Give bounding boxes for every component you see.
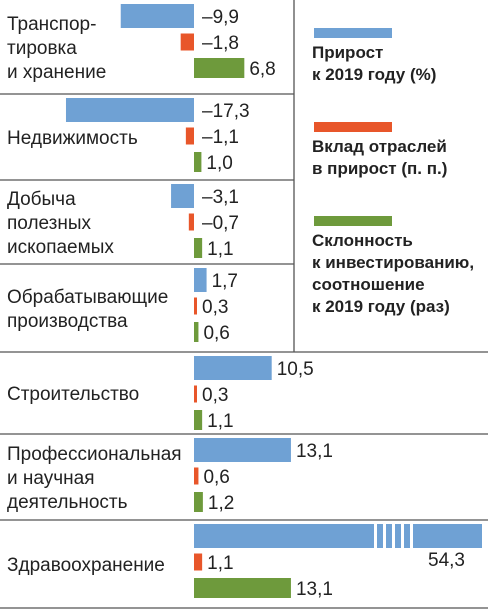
legend-label-investment: Склонность к инвестированию, соотношение… [312,231,475,316]
bar-contribution [194,467,199,485]
bar-investment [194,322,199,342]
bar-investment [194,578,291,598]
value-label-contribution: –1,1 [202,127,239,148]
legend-swatch-contribution [314,122,392,132]
bar-contribution [194,297,197,315]
bar-investment [194,410,203,430]
category-label: Здравоохранение [7,555,165,576]
chart-bars [65,4,482,598]
chart-labels: Транспор-тировка и хранение –9,9 –1,8 6,8 Нед… [7,7,465,600]
value-label-investment: 1,0 [206,153,232,174]
legend-swatch-growth [314,28,392,38]
bar-growth [65,98,194,122]
axis-break-mark [401,524,404,548]
bar-investment [194,58,245,78]
value-label-growth: 13,1 [296,441,333,462]
value-label-contribution: 0,3 [202,297,228,318]
bar-contribution [194,553,203,571]
value-label-contribution: 0,3 [202,385,228,406]
axis-break-mark [383,524,386,548]
legend-label-contribution: Вклад отраслей в прирост (п. п.) [312,137,448,178]
value-label-contribution: 1,1 [207,553,233,574]
legend-swatch-investment [314,216,392,226]
bar-growth [194,524,482,548]
category-label: Добыча полезных ископаемых [7,189,114,258]
value-label-growth: 10,5 [277,359,314,380]
category-label: Профессиональная и научная деятельность [7,444,182,513]
bar-contribution [194,385,197,403]
category-label: Строительство [7,384,139,405]
value-label-investment: 13,1 [296,579,333,600]
category-label: Недвижимость [7,128,138,149]
bar-growth [194,268,207,292]
legend-label-growth: Прирост к 2019 году (%) [312,43,437,84]
bar-growth [194,356,272,380]
bar-contribution [185,127,194,145]
bar-growth [120,4,194,28]
bar-growth [171,184,194,208]
axis-break-mark [410,524,413,548]
value-label-contribution: 0,6 [203,467,229,488]
bar-contribution [188,213,194,231]
value-label-growth: –17,3 [202,101,250,122]
value-label-growth: 54,3 [428,550,465,571]
bar-contribution [180,33,194,51]
value-label-growth: 1,7 [212,271,238,292]
bar-investment [194,238,203,258]
value-label-investment: 1,1 [207,411,233,432]
value-label-investment: 0,6 [203,323,229,344]
category-label: Транспор-тировка и хранение [7,14,106,83]
value-label-contribution: –1,8 [202,33,239,54]
value-label-growth: –3,1 [202,187,239,208]
value-label-investment: 1,2 [208,493,234,514]
axis-break-mark [374,524,377,548]
value-label-investment: 1,1 [207,239,233,260]
value-label-contribution: –0,7 [202,213,239,234]
bar-investment [194,152,202,172]
value-label-growth: –9,9 [202,7,239,28]
axis-break-mark [392,524,395,548]
value-label-investment: 6,8 [249,59,275,80]
bar-investment [194,492,203,512]
category-label: Обрабатывающие производства [7,287,168,332]
bar-growth [194,438,291,462]
